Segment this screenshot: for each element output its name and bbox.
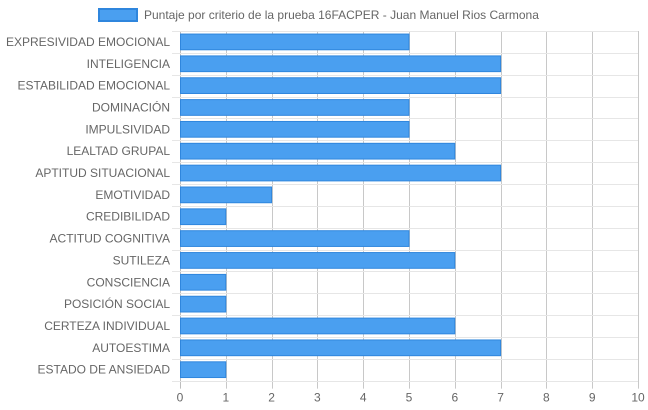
bar[interactable] <box>180 339 502 357</box>
category-label: CERTEZA INDIVIDUAL <box>44 319 170 333</box>
bar[interactable] <box>180 252 456 269</box>
category-labels: EXPRESIVIDAD EMOCIONAL INTELIGENCIA ESTABI… <box>6 35 170 377</box>
category-label: ESTADO DE ANSIEDAD <box>38 363 171 377</box>
x-tick-label: 8 <box>543 391 550 405</box>
x-tick-label: 10 <box>631 391 645 405</box>
legend-label: Puntaje por criterio de la prueba 16FACP… <box>144 8 539 22</box>
category-label: POSICIÓN SOCIAL <box>64 296 170 311</box>
bar[interactable] <box>180 186 273 204</box>
bars <box>180 33 502 379</box>
category-label: APTITUD SITUACIONAL <box>35 166 170 180</box>
category-label: IMPULSIVIDAD <box>85 122 170 136</box>
bar[interactable] <box>180 208 227 226</box>
category-label: EMOTIVIDAD <box>95 188 170 202</box>
bar[interactable] <box>180 230 410 247</box>
x-tick-label: 4 <box>360 391 367 405</box>
category-label: ESTABILIDAD EMOCIONAL <box>18 79 171 93</box>
bar[interactable] <box>180 120 410 138</box>
bar[interactable] <box>180 317 456 335</box>
bar[interactable] <box>180 33 410 51</box>
bar[interactable] <box>180 77 502 94</box>
category-label: ACTITUD COGNITIVA <box>50 232 170 246</box>
legend-swatch <box>98 8 138 22</box>
bar[interactable] <box>180 99 410 116</box>
bar[interactable] <box>180 273 227 291</box>
bar[interactable] <box>180 164 502 182</box>
x-tick-labels: 0 1 2 3 4 5 6 7 8 9 10 <box>177 391 645 405</box>
category-label: LEALTAD GRUPAL <box>67 144 171 158</box>
category-label: INTELIGENCIA <box>87 57 170 71</box>
bar[interactable] <box>180 55 502 73</box>
bar[interactable] <box>180 295 227 313</box>
bar[interactable] <box>180 142 456 160</box>
x-tick-label: 9 <box>589 391 596 405</box>
bar[interactable] <box>180 361 227 379</box>
category-label: SUTILEZA <box>113 253 170 267</box>
category-label: DOMINACIÓN <box>92 99 170 114</box>
category-label: CONSCIENCIA <box>87 275 170 289</box>
legend[interactable]: Puntaje por criterio de la prueba 16FACP… <box>98 8 539 22</box>
category-label: AUTOESTIMA <box>92 341 170 355</box>
x-tick-label: 6 <box>451 391 458 405</box>
x-tick-label: 2 <box>268 391 275 405</box>
category-label: EXPRESIVIDAD EMOCIONAL <box>6 35 170 49</box>
x-tick-label: 1 <box>222 391 229 405</box>
x-tick-label: 5 <box>406 391 413 405</box>
category-label: CREDIBILIDAD <box>86 210 170 224</box>
x-tick-label: 0 <box>177 391 184 405</box>
x-tick-label: 7 <box>497 391 504 405</box>
x-tick-label: 3 <box>314 391 321 405</box>
